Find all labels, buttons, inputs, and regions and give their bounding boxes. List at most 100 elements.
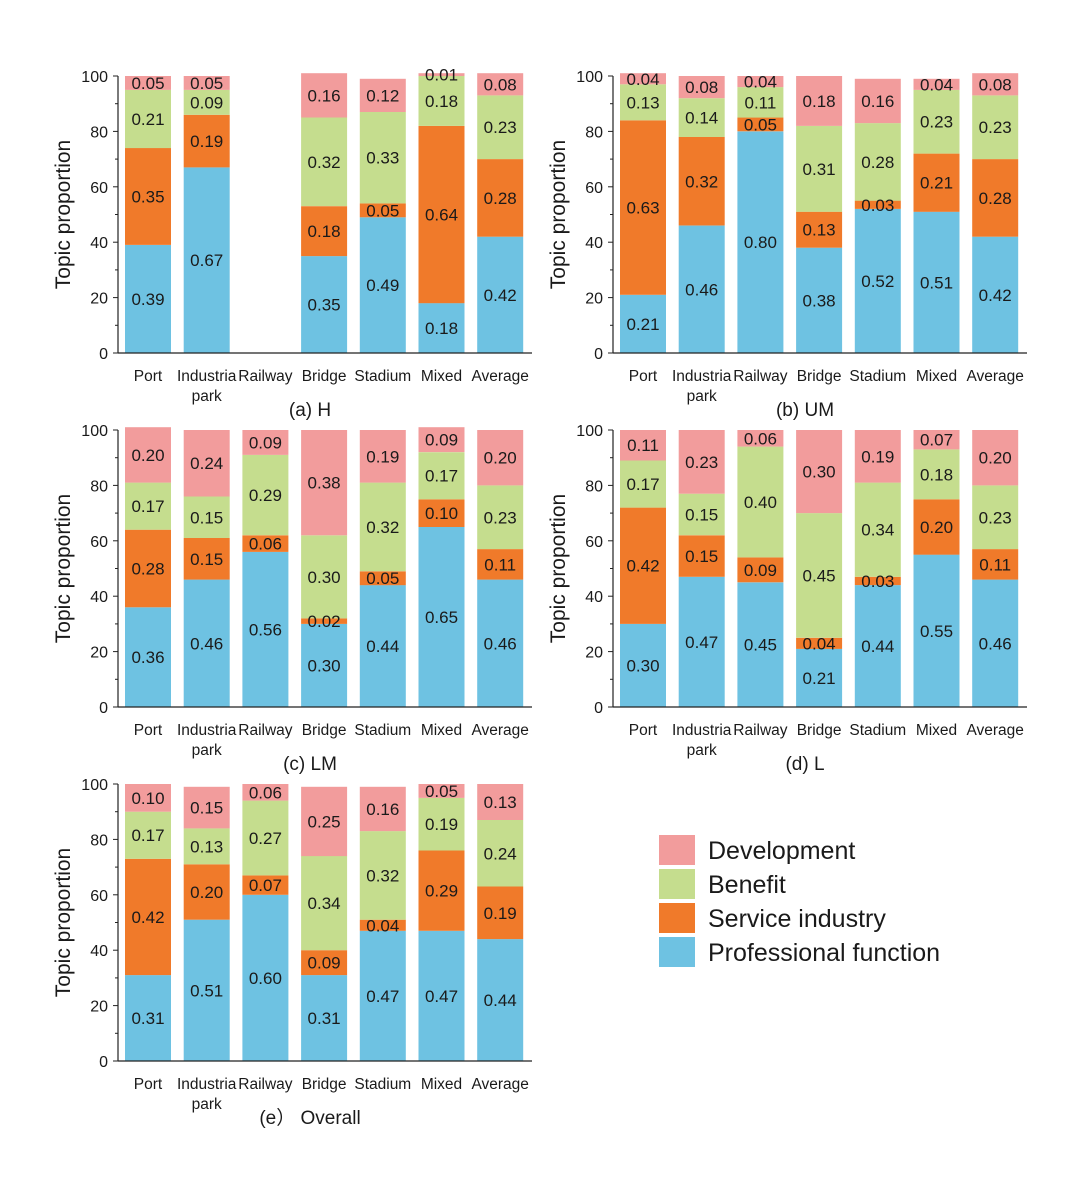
bar-segment [678, 76, 725, 99]
x-tick-label: Port [629, 368, 658, 385]
bar-segment [972, 159, 1019, 237]
x-tick-label: Industria [672, 722, 732, 739]
bar-segment [418, 73, 465, 76]
bar-segment [301, 430, 348, 536]
data-label: 0.21 [803, 669, 836, 688]
data-label: 0.63 [626, 199, 659, 218]
bar-segment [359, 482, 406, 572]
data-label: 0.45 [744, 636, 777, 655]
x-tick-label: Railway [733, 368, 788, 385]
bar-segment [418, 76, 465, 126]
bar-segment [796, 247, 843, 353]
bar-segment [620, 430, 666, 461]
bar-segment [242, 875, 289, 895]
bar-segment [183, 786, 230, 829]
panel-title: (b) UM [776, 400, 834, 421]
chart-panel-4: 0.30 0.42 0.17 0.11 0.47 0.15 0.15 0.23 0.45 0.09… [547, 423, 1027, 775]
x-tick-label: Mixed [421, 368, 462, 385]
data-label: 0.42 [484, 286, 517, 305]
bar-segment [737, 446, 784, 558]
data-label: 0.17 [131, 826, 164, 845]
y-tick-label: 40 [585, 589, 603, 606]
data-label: 0.14 [685, 109, 718, 128]
data-label: 0.47 [366, 987, 399, 1006]
bar-segment [913, 554, 960, 707]
data-label: 0.46 [484, 634, 517, 653]
data-label: 0.46 [979, 634, 1012, 653]
bar-segment [678, 493, 725, 536]
bar-segment [183, 167, 230, 353]
y-tick-label: 100 [81, 777, 108, 794]
bar-segment [301, 256, 348, 353]
x-tick-label: park [192, 1096, 222, 1113]
bar-segment [854, 123, 901, 201]
bar-segment [913, 499, 960, 555]
data-label: 0.28 [861, 153, 894, 172]
data-label: 0.44 [861, 637, 894, 656]
bar-segment [737, 582, 784, 707]
legend-swatch [659, 937, 695, 967]
bar-segment [477, 886, 524, 940]
bar-segment [125, 607, 171, 707]
data-label: 0.27 [249, 829, 282, 848]
bar-segment [854, 200, 901, 209]
data-label: 0.12 [366, 86, 399, 105]
y-tick-label: 0 [594, 700, 603, 717]
data-label: 0.55 [920, 622, 953, 641]
bar-segment [359, 78, 406, 112]
y-tick-label: 0 [99, 700, 108, 717]
data-label: 0.31 [131, 1009, 164, 1028]
y-tick-label: 40 [90, 589, 108, 606]
data-label: 0.11 [744, 93, 776, 112]
data-label: 0.05 [366, 569, 399, 588]
bar-segment [418, 427, 465, 453]
bar-segment [477, 485, 524, 550]
bar-segment [125, 784, 171, 812]
data-label: 0.35 [131, 188, 164, 207]
data-label: 0.38 [803, 291, 836, 310]
bar-segment [359, 786, 406, 832]
bar-segment [477, 95, 524, 160]
bar-segment [796, 513, 843, 638]
y-tick-label: 100 [81, 69, 108, 86]
x-tick-label: Railway [238, 1076, 293, 1093]
data-label: 0.30 [803, 463, 836, 482]
bar-segment [477, 549, 524, 580]
bar-segment [477, 430, 524, 486]
x-tick-label: Port [134, 722, 163, 739]
bar-segment [913, 449, 960, 500]
bar-segment [972, 549, 1019, 580]
data-label: 0.30 [626, 657, 659, 676]
x-tick-label: Railway [238, 368, 293, 385]
data-label: 0.45 [803, 566, 836, 585]
x-tick-label: park [687, 388, 717, 405]
bar-segment [183, 114, 230, 168]
bar-segment [477, 939, 524, 1061]
bar-segment [418, 303, 465, 353]
x-tick-label: Bridge [302, 722, 347, 739]
bar-segment [913, 211, 960, 353]
bar-segment [418, 452, 465, 500]
x-tick-label: Stadium [849, 722, 906, 739]
data-label: 0.44 [366, 637, 399, 656]
y-tick-label: 20 [90, 645, 108, 662]
data-label: 0.04 [803, 634, 836, 653]
bar-segment [359, 571, 406, 586]
data-label: 0.28 [979, 189, 1012, 208]
panel-title: (a) H [289, 400, 331, 421]
legend: Development Benefit Service industry Profes… [659, 835, 940, 967]
bar-segment [678, 136, 725, 226]
data-label: 0.10 [425, 504, 458, 523]
data-label: 0.03 [861, 196, 894, 215]
data-label: 0.23 [920, 113, 953, 132]
data-label: 0.15 [190, 799, 223, 818]
data-label: 0.20 [131, 446, 164, 465]
bar-segment [242, 454, 289, 536]
x-tick-label: Railway [733, 722, 788, 739]
data-label: 0.09 [744, 561, 777, 580]
x-tick-label: Mixed [421, 722, 462, 739]
bar-segment [477, 784, 524, 820]
data-label: 0.11 [627, 436, 659, 455]
data-label: 0.32 [366, 866, 399, 885]
